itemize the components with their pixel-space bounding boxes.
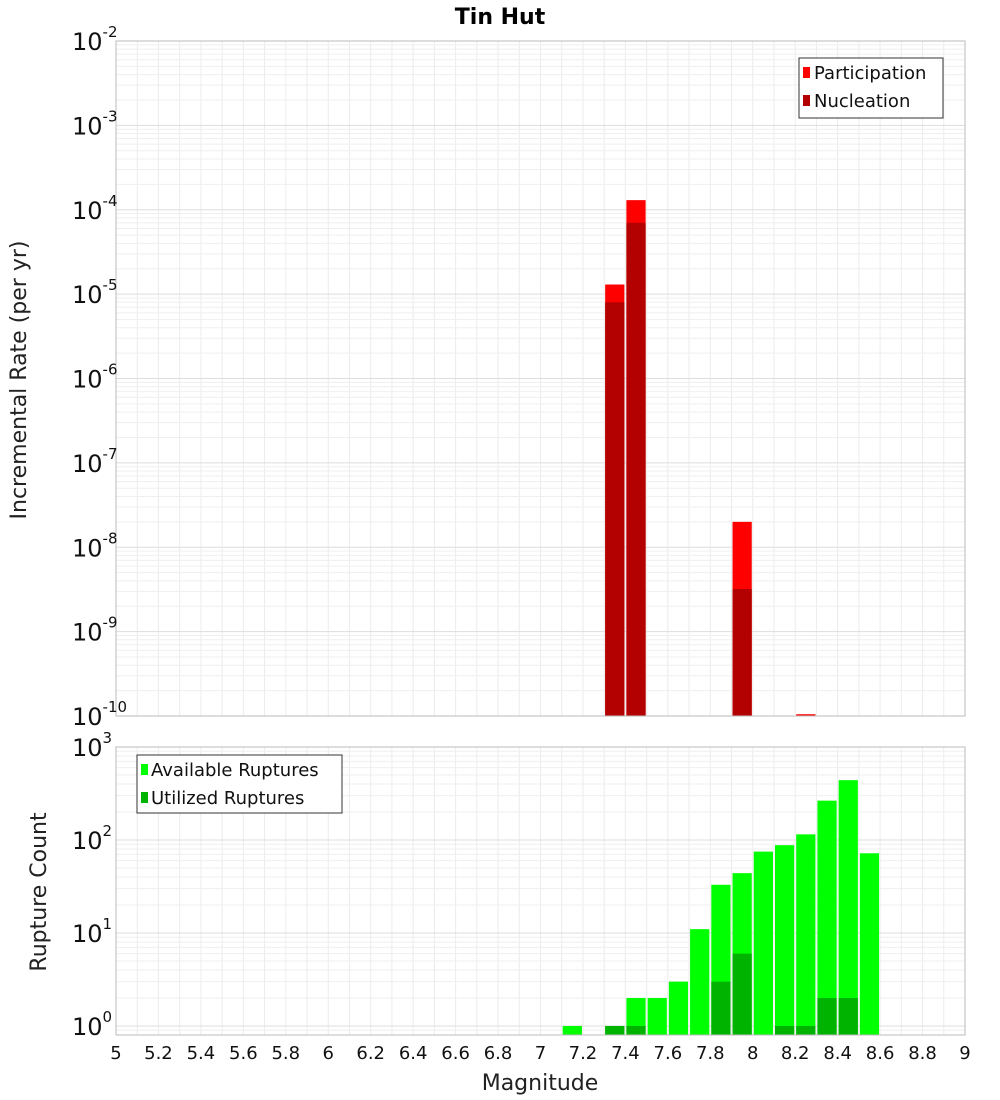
- x-tick-label: 6.6: [441, 1043, 470, 1064]
- rate-y-tick-label: 10-6: [72, 361, 118, 394]
- x-tick-label: 7: [535, 1043, 546, 1064]
- count-y-tick-label: 103: [72, 729, 112, 762]
- count-bar-available-ruptures: [668, 981, 689, 1035]
- count-bar-available-ruptures: [838, 780, 858, 1035]
- count-bar-utilized-ruptures: [796, 1025, 816, 1035]
- legend-label-utilized: Utilized Ruptures: [151, 788, 304, 809]
- x-tick-label: 8: [747, 1043, 758, 1064]
- x-tick-label: 5.4: [187, 1043, 216, 1064]
- x-tick-label: 6.2: [356, 1043, 385, 1064]
- count-bar-available-ruptures: [817, 800, 837, 1035]
- rate-y-tick-label: 10-4: [72, 192, 118, 225]
- rate-bar-nucleation: [732, 589, 752, 716]
- rate-y-tick-label: 10-5: [72, 276, 118, 309]
- rate-grid: [115, 41, 966, 717]
- rate-panel: 10-10 10-9 10-8 10-7 10-6 10-5 10-4 10-3 10-2 In…: [7, 23, 966, 731]
- x-tick-label: 5.6: [229, 1043, 258, 1064]
- count-bar-utilized-ruptures: [774, 1025, 795, 1035]
- legend-label-available: Available Ruptures: [151, 760, 319, 781]
- count-legend: Available Ruptures Utilized Ruptures: [136, 754, 343, 814]
- count-x-ticks: 5 5.2 5.4 5.6 5.8 6 6.2 6.4 6.6 6.8 7 7.2 7.4 7.6 7.8 8…: [110, 1043, 970, 1064]
- legend-swatch-nucleation: [803, 95, 810, 106]
- x-tick-label: 6: [323, 1043, 334, 1064]
- count-y-tick-label: 101: [72, 915, 112, 948]
- x-axis-label: Magnitude: [482, 1071, 599, 1096]
- rate-plot-border: [115, 40, 966, 717]
- x-tick-label: 7.4: [611, 1043, 640, 1064]
- legend-swatch-participation: [803, 67, 810, 78]
- legend-label-participation: Participation: [814, 63, 926, 84]
- count-y-tick-label: 102: [72, 822, 112, 855]
- rate-y-tick-label: 10-9: [72, 614, 118, 647]
- x-tick-label: 8.2: [781, 1043, 810, 1064]
- count-y-axis-label: Rupture Count: [27, 812, 52, 972]
- count-bar-utilized-ruptures: [711, 981, 731, 1035]
- count-bar-utilized-ruptures: [838, 997, 858, 1035]
- rate-bar-participation: [796, 714, 816, 716]
- rate-y-tick-label: 10-2: [72, 23, 118, 56]
- rate-y-tick-label: 10-3: [72, 107, 118, 140]
- x-tick-label: 7.6: [654, 1043, 683, 1064]
- count-bar-available-ruptures: [774, 845, 795, 1035]
- count-bar-utilized-ruptures: [626, 1025, 646, 1035]
- count-bar-available-ruptures: [626, 997, 646, 1035]
- x-tick-label: 5.2: [144, 1043, 173, 1064]
- x-tick-label: 8.8: [908, 1043, 937, 1064]
- count-bars: [562, 780, 880, 1035]
- x-tick-label: 5: [110, 1043, 121, 1064]
- x-tick-label: 6.4: [399, 1043, 428, 1064]
- x-tick-label: 8.4: [823, 1043, 852, 1064]
- count-bar-available-ruptures: [690, 929, 710, 1035]
- rate-y-axis-label: Incremental Rate (per yr): [7, 241, 32, 520]
- count-bar-utilized-ruptures: [605, 1025, 625, 1035]
- count-legend-box: [136, 754, 343, 814]
- count-panel: 100 101 102 103 5 5.2 5.4 5.6 5.8 6 6.2 6.4 6.6 6.8 7…: [27, 729, 971, 1096]
- rate-y-tick-label: 10-8: [72, 529, 118, 562]
- count-plot-border: [115, 746, 966, 1036]
- count-bar-available-ruptures: [753, 851, 773, 1035]
- rate-legend-box: [798, 57, 944, 119]
- count-bar-available-ruptures: [562, 1025, 582, 1035]
- x-tick-label: 7.8: [696, 1043, 725, 1064]
- x-tick-label: 6.8: [484, 1043, 513, 1064]
- count-y-ticks: 100 101 102 103: [72, 729, 112, 1041]
- rate-bars: [605, 200, 816, 716]
- rate-y-ticks: 10-10 10-9 10-8 10-7 10-6 10-5 10-4 10-3 10-2: [72, 23, 127, 731]
- rate-y-tick-label: 10-10: [72, 698, 127, 731]
- x-tick-label: 5.8: [271, 1043, 300, 1064]
- count-bar-available-ruptures: [796, 834, 816, 1035]
- count-y-tick-label: 100: [72, 1008, 112, 1041]
- legend-label-nucleation: Nucleation: [814, 91, 910, 112]
- rate-legend: Participation Nucleation: [798, 57, 944, 119]
- rate-bar-nucleation: [626, 222, 646, 716]
- chart-title: Tin Hut: [455, 5, 546, 30]
- legend-swatch-utilized: [141, 792, 148, 803]
- rate-y-tick-label: 10-7: [72, 445, 118, 478]
- count-bar-available-ruptures: [647, 997, 667, 1035]
- x-tick-label: 9: [959, 1043, 970, 1064]
- rate-bar-nucleation: [605, 302, 625, 716]
- x-tick-label: 8.6: [866, 1043, 895, 1064]
- legend-swatch-available: [141, 764, 148, 775]
- count-bar-utilized-ruptures: [817, 997, 837, 1035]
- count-bar-available-ruptures: [859, 853, 880, 1035]
- count-bar-utilized-ruptures: [732, 953, 752, 1035]
- x-tick-label: 7.2: [569, 1043, 598, 1064]
